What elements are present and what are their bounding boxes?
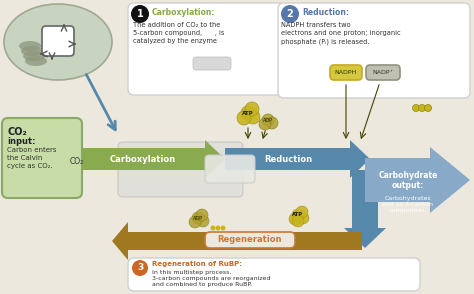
Text: 3: 3	[137, 263, 143, 273]
Text: NADPH transfers two
electrons and one proton; inorganic
phosphate (Pᵢ) is releas: NADPH transfers two electrons and one pr…	[281, 22, 401, 44]
Text: NADPH: NADPH	[335, 69, 357, 74]
Text: ADP: ADP	[193, 216, 203, 220]
Circle shape	[197, 215, 209, 227]
FancyBboxPatch shape	[205, 155, 255, 183]
Text: 1: 1	[137, 9, 143, 19]
Circle shape	[292, 209, 304, 221]
Text: ATP: ATP	[242, 111, 254, 116]
Text: output:: output:	[392, 181, 424, 190]
Circle shape	[132, 260, 148, 276]
Polygon shape	[112, 222, 362, 260]
Circle shape	[297, 212, 309, 224]
Circle shape	[210, 225, 216, 230]
Text: 2: 2	[287, 9, 293, 19]
Circle shape	[131, 5, 149, 23]
Circle shape	[292, 215, 304, 227]
FancyBboxPatch shape	[42, 26, 74, 56]
Polygon shape	[225, 140, 370, 178]
Text: Carbohydrates
exit as 3-carbon
compounds.: Carbohydrates exit as 3-carbon compounds…	[383, 196, 434, 213]
FancyBboxPatch shape	[128, 258, 420, 291]
FancyBboxPatch shape	[193, 57, 231, 70]
Circle shape	[296, 206, 308, 218]
FancyBboxPatch shape	[205, 232, 295, 248]
Circle shape	[241, 106, 255, 120]
Text: NADP⁺: NADP⁺	[373, 69, 393, 74]
FancyBboxPatch shape	[330, 65, 362, 80]
Polygon shape	[344, 170, 386, 248]
Ellipse shape	[4, 4, 112, 80]
Circle shape	[281, 5, 299, 23]
Text: Regeneration: Regeneration	[218, 235, 282, 245]
Circle shape	[192, 212, 204, 224]
Text: ATP: ATP	[292, 213, 303, 218]
Circle shape	[246, 110, 260, 124]
Ellipse shape	[19, 41, 41, 51]
Circle shape	[412, 104, 419, 111]
Text: Carbon enters
the Calvin
cycle as CO₂.: Carbon enters the Calvin cycle as CO₂.	[7, 147, 56, 169]
Text: In this multistep process,
3-carbon compounds are reorganized
and combined to pr: In this multistep process, 3-carbon comp…	[152, 270, 271, 288]
Ellipse shape	[21, 46, 43, 56]
Text: The addition of CO₂ to the
5-carbon compound,      , is
catalyzed by the enzyme: The addition of CO₂ to the 5-carbon comp…	[133, 22, 224, 44]
Circle shape	[189, 216, 201, 228]
Circle shape	[262, 114, 274, 126]
Text: CO₂: CO₂	[7, 127, 27, 137]
Text: ADP: ADP	[263, 118, 273, 123]
Polygon shape	[365, 147, 470, 213]
Text: CO₂: CO₂	[70, 157, 84, 166]
Text: Reduction:: Reduction:	[302, 8, 349, 17]
Text: input:: input:	[7, 137, 36, 146]
Circle shape	[266, 117, 278, 129]
Circle shape	[196, 209, 208, 221]
Text: Carbohydrate: Carbohydrate	[378, 171, 438, 180]
Circle shape	[216, 225, 220, 230]
FancyBboxPatch shape	[366, 65, 400, 80]
Circle shape	[237, 111, 251, 125]
FancyBboxPatch shape	[118, 142, 243, 197]
Ellipse shape	[25, 56, 47, 66]
Ellipse shape	[23, 51, 45, 61]
Circle shape	[425, 104, 431, 111]
Circle shape	[220, 225, 226, 230]
Circle shape	[289, 213, 301, 225]
Text: Carboxylation: Carboxylation	[110, 155, 176, 163]
Circle shape	[419, 104, 426, 111]
Text: Carboxylation:: Carboxylation:	[152, 8, 216, 17]
Text: Regeneration of RuBP:: Regeneration of RuBP:	[152, 261, 242, 267]
Text: Reduction: Reduction	[264, 155, 312, 163]
FancyBboxPatch shape	[278, 3, 470, 98]
Circle shape	[259, 118, 271, 130]
FancyBboxPatch shape	[128, 3, 286, 95]
Circle shape	[245, 102, 259, 116]
FancyBboxPatch shape	[2, 118, 82, 198]
Polygon shape	[82, 140, 225, 178]
